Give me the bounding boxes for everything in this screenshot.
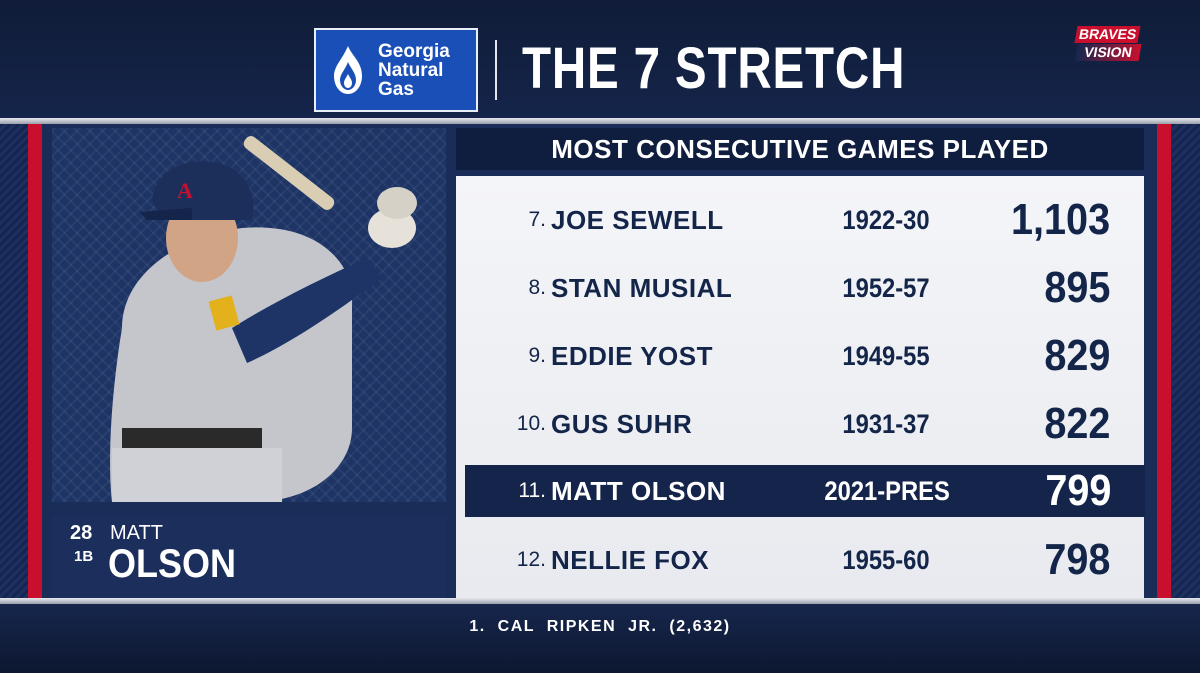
- row-rank: 10.: [516, 412, 546, 435]
- sponsor-line-2: Natural: [378, 59, 444, 81]
- sponsor-line-1: Georgia: [378, 40, 450, 62]
- row-rank: 8.: [528, 276, 546, 299]
- row-games: 895: [1043, 263, 1110, 312]
- table-row: 7. JOE SEWELL 1922-30 1,103: [456, 190, 1144, 250]
- row-games: 822: [1043, 399, 1110, 448]
- left-edge-pattern: [0, 124, 28, 598]
- player-last-name: OLSON: [108, 542, 237, 586]
- footer-background: [0, 604, 1200, 673]
- svg-text:A: A: [177, 178, 193, 203]
- player-photo: A: [52, 128, 446, 502]
- row-years: 1955-60: [842, 545, 930, 575]
- table-row: 10. GUS SUHR 1931-37 822: [456, 394, 1144, 454]
- row-rank: 7.: [528, 208, 546, 231]
- row-rank: 12.: [516, 548, 546, 571]
- network-logo-line-1: BRAVES: [1074, 26, 1142, 43]
- row-games: 829: [1043, 331, 1110, 380]
- network-logo-line-2: VISION: [1074, 44, 1142, 61]
- bottom-frame-rail: [0, 598, 1200, 604]
- player-number: 28: [70, 522, 93, 544]
- row-games: 799: [1044, 466, 1111, 515]
- sponsor-line-3: Gas: [378, 78, 414, 100]
- batter-illustration: A: [110, 136, 417, 502]
- table-title: MOST CONSECUTIVE GAMES PLAYED: [456, 128, 1144, 170]
- row-rank: 11.: [518, 479, 546, 502]
- row-rank: 9.: [528, 344, 546, 367]
- row-games: 798: [1043, 535, 1110, 584]
- left-red-stripe: [28, 124, 42, 598]
- row-games: 1,103: [1010, 195, 1110, 244]
- sponsor-logo: Georgia Natural Gas: [314, 28, 478, 112]
- row-years: 1952-57: [842, 273, 930, 303]
- player-first-name: MATT: [110, 522, 163, 544]
- segment-title: THE 7 STRETCH: [522, 36, 906, 101]
- table-row-highlighted: 11. MATT OLSON 2021-PRES 799: [465, 465, 1145, 517]
- header-background: [0, 0, 1200, 118]
- row-years: 1949-55: [842, 341, 930, 371]
- flame-icon: [334, 46, 362, 94]
- title-divider: [495, 40, 497, 100]
- player-position: 1B: [74, 548, 94, 565]
- row-years: 2021-PRES: [824, 476, 950, 506]
- row-years: 1931-37: [842, 409, 930, 439]
- table-row: 8. STAN MUSIAL 1952-57 895: [456, 258, 1144, 318]
- footer-record-note: 1. CAL RIPKEN JR. (2,632): [469, 618, 731, 635]
- row-player-name: EDDIE YOST: [551, 341, 714, 371]
- top-frame-rail: [0, 118, 1200, 124]
- row-player-name: GUS SUHR: [551, 409, 693, 439]
- row-player-name: NELLIE FOX: [551, 545, 710, 575]
- leaderboard-table: [456, 176, 1144, 598]
- row-player-name: JOE SEWELL: [551, 205, 724, 235]
- right-red-stripe: [1157, 124, 1171, 598]
- table-row: 9. EDDIE YOST 1949-55 829: [456, 326, 1144, 386]
- network-logo: BRAVES VISION: [1074, 26, 1142, 66]
- right-edge-pattern: [1172, 124, 1200, 598]
- table-row: 12. NELLIE FOX 1955-60 798: [456, 530, 1144, 590]
- player-caption: 28 1B MATT OLSON: [52, 516, 446, 598]
- sponsor-name: Georgia Natural Gas: [378, 42, 450, 99]
- row-player-name: MATT OLSON: [551, 476, 726, 506]
- row-player-name: STAN MUSIAL: [551, 273, 733, 303]
- row-years: 1922-30: [842, 205, 930, 235]
